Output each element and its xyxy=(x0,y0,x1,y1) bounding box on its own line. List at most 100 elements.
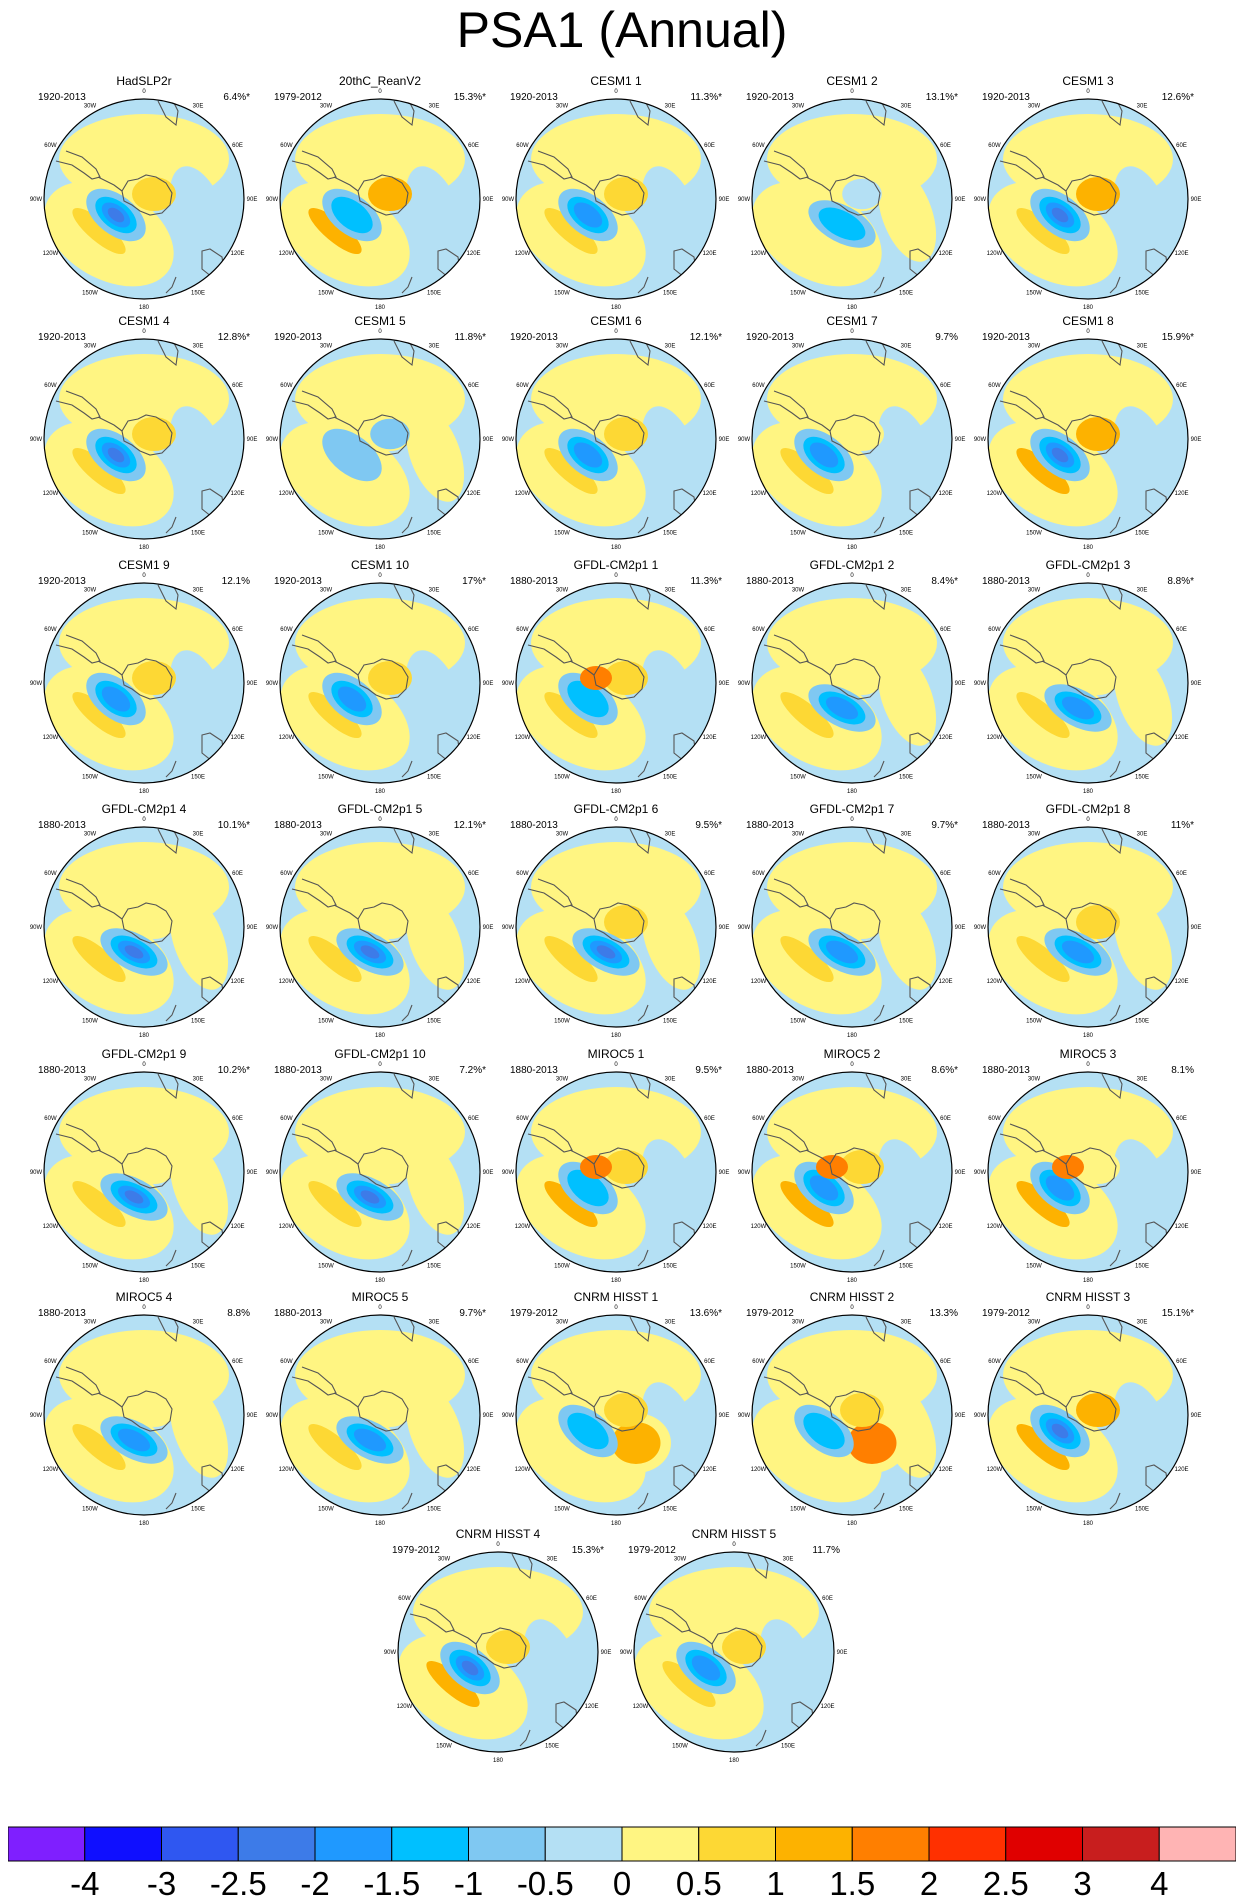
field-positive-antarctic xyxy=(604,417,648,451)
longitude-label: 150W xyxy=(790,1019,806,1025)
map-panel: GFDL-CM2p1 1 1880-2013 11.3%* 0 30E 60E 90E 120… xyxy=(498,558,734,796)
longitude-label: 0 xyxy=(850,573,854,579)
map-panel: CESM1 8 1920-2013 15.9%* 0 30E 60E 90E 120E 150E… xyxy=(970,314,1206,552)
map-panel: GFDL-CM2p1 2 1880-2013 8.4%* 0 30E 60E 90E 120E… xyxy=(734,558,970,796)
longitude-label: 90W xyxy=(30,437,43,443)
panel-variance-pct: 11.8%* xyxy=(454,332,486,343)
colorbar-tick-label: -1 xyxy=(453,1865,484,1902)
longitude-label: 90E xyxy=(1191,925,1202,931)
new-zealand-outline xyxy=(755,1729,767,1747)
longitude-label: 0 xyxy=(614,329,618,335)
coastlines xyxy=(999,1072,1169,1267)
longitude-label: 120E xyxy=(703,1224,717,1230)
figure-title: PSA1 (Annual) xyxy=(456,2,788,58)
field-positive-core xyxy=(1016,207,1070,255)
longitude-label: 60W xyxy=(752,1116,765,1122)
longitude-label: 150E xyxy=(191,775,205,781)
south-america-outline xyxy=(291,1123,337,1153)
longitude-label: 150W xyxy=(554,1019,570,1025)
polar-map: 0 30E 60E 90E 120E 150E 180 150W 120W 90W 60W 30W xyxy=(738,329,966,550)
south-america-outline xyxy=(763,878,809,908)
antarctica-outline xyxy=(475,1627,527,1669)
longitude-label: 120W xyxy=(987,1224,1003,1230)
field-positive-core xyxy=(72,207,126,255)
field-positive-core xyxy=(72,447,126,495)
antarctic-peninsula-outline xyxy=(97,176,123,192)
longitude-label: 90E xyxy=(837,1650,848,1656)
south-america-outline xyxy=(763,150,809,180)
field-positive-antarctic xyxy=(604,1150,648,1184)
longitude-label: 120W xyxy=(751,1224,767,1230)
longitude-label: 60E xyxy=(1176,143,1187,149)
longitude-label: 60W xyxy=(280,627,293,633)
antarctic-peninsula-outline xyxy=(805,904,831,920)
polar-map: 0 30E 60E 90E 120E 150E 180 150W 120W 90W 60W 30W xyxy=(738,817,966,1038)
field-negative-core xyxy=(360,945,380,959)
field-positive-core xyxy=(1016,935,1070,983)
longitude-label: 150W xyxy=(790,531,806,537)
longitude-label: 30E xyxy=(901,103,912,109)
longitude-label: 150W xyxy=(82,1264,98,1270)
longitude-label: 30W xyxy=(438,1556,451,1562)
new-zealand-outline xyxy=(637,1004,649,1022)
longitude-label: 150W xyxy=(82,1019,98,1025)
longitude-label: 180 xyxy=(847,789,858,794)
field-negative-core xyxy=(818,207,866,241)
antarctic-peninsula-outline xyxy=(569,660,595,676)
south-america-outline xyxy=(999,1123,1045,1153)
longitude-label: 30E xyxy=(1137,1076,1148,1082)
panel-title: CNRM HISST 3 xyxy=(1045,1290,1131,1304)
panel-variance-pct: 10.1%* xyxy=(217,820,250,831)
longitude-label: 150W xyxy=(554,775,570,781)
longitude-label: 150E xyxy=(427,1507,441,1513)
map-panel: CESM1 10 1920-2013 17%* 0 30E 60E 90E 120E 150E 1… xyxy=(262,558,498,796)
longitude-label: 30E xyxy=(547,1556,558,1562)
colorbar-tick-label: -0.5 xyxy=(516,1865,574,1902)
antarctic-peninsula-outline xyxy=(687,1629,713,1645)
panel-title: CNRM HISST 2 xyxy=(809,1290,895,1304)
field-region xyxy=(169,894,229,990)
longitude-label: 120W xyxy=(279,979,295,985)
new-zealand-outline xyxy=(1109,1004,1121,1022)
africa-outline xyxy=(393,99,415,127)
longitude-label: 60E xyxy=(232,383,243,389)
panel-period: 1920-2013 xyxy=(274,576,322,587)
longitude-label: 120W xyxy=(43,979,59,985)
panel-period: 1880-2013 xyxy=(746,576,794,587)
longitude-label: 120E xyxy=(703,735,717,741)
longitude-label: 90W xyxy=(738,437,751,443)
antarctica-outline xyxy=(1065,414,1117,456)
longitude-label: 120E xyxy=(231,1224,245,1230)
longitude-label: 120W xyxy=(751,251,767,257)
panel-title: MIROC5 4 xyxy=(115,1290,173,1304)
longitude-label: 0 xyxy=(1086,329,1090,335)
longitude-label: 30W xyxy=(792,1076,805,1082)
field-positive-core xyxy=(376,183,404,205)
longitude-label: 120W xyxy=(751,1467,767,1473)
longitude-label: 60W xyxy=(752,383,765,389)
field-positive-core xyxy=(780,691,834,739)
south-america-outline xyxy=(291,878,337,908)
map-border xyxy=(751,1071,953,1273)
new-zealand-outline xyxy=(1109,760,1121,778)
longitude-label: 0 xyxy=(850,817,854,823)
panel-period: 1920-2013 xyxy=(982,332,1030,343)
field-negative-antarctic xyxy=(370,418,410,450)
field-positive-antarctic xyxy=(840,417,884,451)
panel-variance-pct: 15.3%* xyxy=(453,92,486,103)
longitude-label: 30E xyxy=(193,1076,204,1082)
africa-outline xyxy=(865,1072,887,1100)
longitude-label: 30E xyxy=(665,343,676,349)
panel-title: GFDL-CM2p1 6 xyxy=(573,802,659,816)
longitude-label: 60E xyxy=(704,627,715,633)
longitude-label: 90E xyxy=(483,437,494,443)
longitude-label: 30W xyxy=(84,831,97,837)
longitude-label: 120W xyxy=(43,251,59,257)
longitude-label: 120E xyxy=(939,735,953,741)
panel-period: 1880-2013 xyxy=(746,1065,794,1076)
longitude-label: 60W xyxy=(988,627,1001,633)
antarctica-outline xyxy=(121,902,173,944)
longitude-label: 60W xyxy=(988,871,1001,877)
field-positive-antarctic xyxy=(604,1393,648,1427)
longitude-label: 0 xyxy=(1086,1062,1090,1068)
